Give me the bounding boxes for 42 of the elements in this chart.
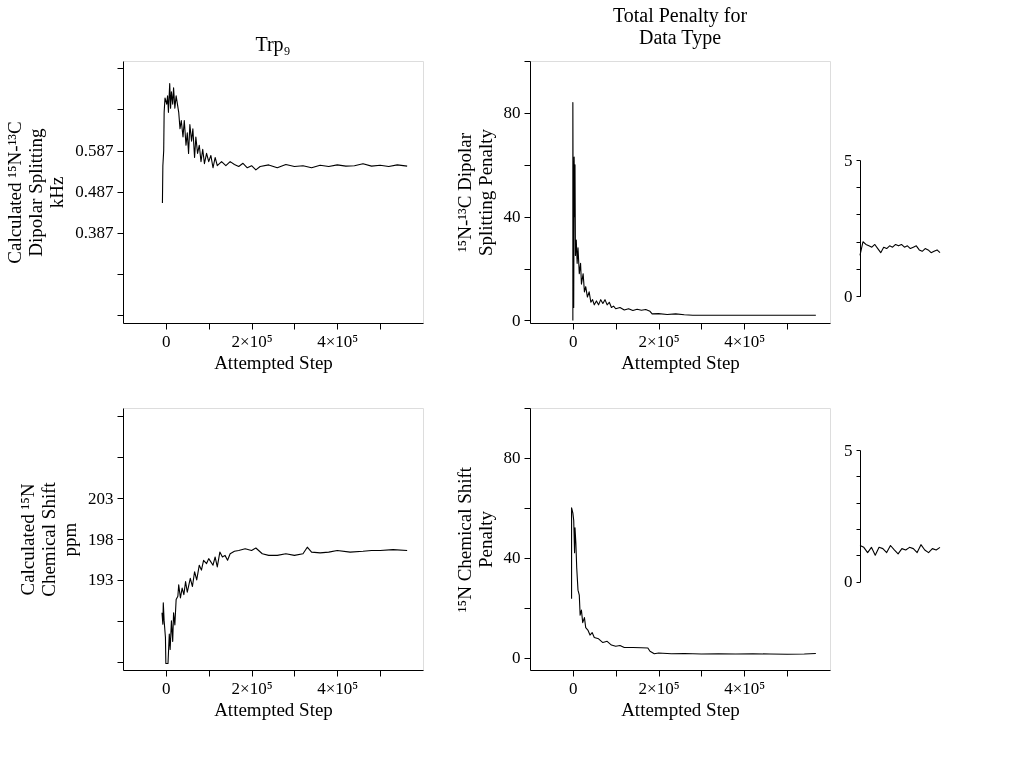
x-axis-title: Attempted Step xyxy=(621,698,740,720)
y-tick-label: 0 xyxy=(512,648,521,668)
y-tick-label: 40 xyxy=(503,207,521,227)
line-series xyxy=(572,101,817,321)
line-series xyxy=(161,546,408,664)
y-axis-title: ¹⁵N-¹³C Dipolar Splitting Penalty xyxy=(453,128,496,257)
y-tick-label: 0.587 xyxy=(75,141,114,161)
x-tick-label: 4×10⁵ xyxy=(317,678,359,698)
y-tick-label: 5 xyxy=(844,440,853,460)
x-tick-label: 2×10⁵ xyxy=(638,678,680,698)
y-tick-label: 40 xyxy=(503,548,521,568)
x-tick-label: 0 xyxy=(162,678,171,698)
y-tick-label: 0.387 xyxy=(75,223,114,243)
line-series xyxy=(161,83,408,204)
y-axis-title: ¹⁵N Chemical Shift Penalty xyxy=(453,466,496,613)
x-tick-label: 2×10⁵ xyxy=(231,331,273,351)
y-tick-label: 193 xyxy=(88,570,114,590)
chart-title: Total Penalty for Data Type xyxy=(612,4,748,49)
x-tick-label: 4×10⁵ xyxy=(317,331,359,351)
x-axis-title: Attempted Step xyxy=(214,698,333,720)
y-tick-label: 0 xyxy=(844,572,853,592)
x-tick-label: 2×10⁵ xyxy=(638,331,680,351)
y-tick-label: 80 xyxy=(503,448,521,468)
x-axis-title: Attempted Step xyxy=(214,351,333,373)
y-axis-title: Calculated ¹⁵N Chemical Shift ppm xyxy=(17,481,80,597)
y-tick-label: 80 xyxy=(503,103,521,123)
y-tick-label: 0 xyxy=(512,310,521,330)
x-axis-title: Attempted Step xyxy=(621,351,740,373)
y-tick-label: 0 xyxy=(844,286,853,306)
line-series xyxy=(571,507,817,655)
x-tick-label: 4×10⁵ xyxy=(724,678,766,698)
chart-title: Trp₉ xyxy=(255,33,291,57)
y-tick-label: 5 xyxy=(844,150,853,170)
x-tick-label: 0 xyxy=(162,331,171,351)
x-tick-label: 4×10⁵ xyxy=(724,331,766,351)
x-tick-label: 0 xyxy=(569,678,578,698)
y-tick-label: 198 xyxy=(88,529,114,549)
y-tick-label: 203 xyxy=(88,488,114,508)
x-tick-label: 2×10⁵ xyxy=(231,678,273,698)
y-tick-label: 0.487 xyxy=(75,182,114,202)
y-axis-title: Calculated ¹⁵N-¹³C Dipolar Splitting kHz xyxy=(4,121,68,264)
x-tick-label: 0 xyxy=(569,331,578,351)
